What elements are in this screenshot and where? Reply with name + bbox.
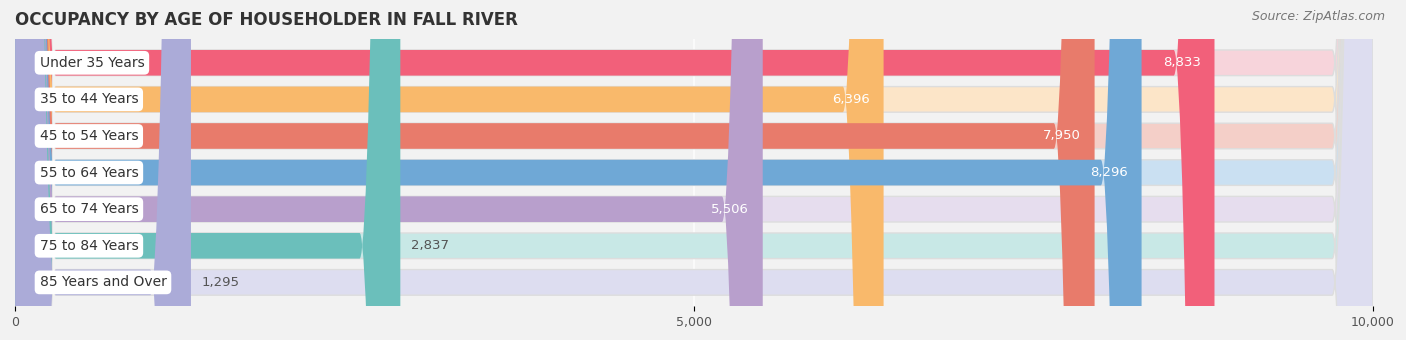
FancyBboxPatch shape [15, 0, 1372, 340]
Text: 8,833: 8,833 [1163, 56, 1201, 69]
FancyBboxPatch shape [15, 0, 401, 340]
FancyBboxPatch shape [15, 0, 1372, 340]
Text: 6,396: 6,396 [832, 93, 870, 106]
Text: 55 to 64 Years: 55 to 64 Years [39, 166, 138, 180]
Text: Source: ZipAtlas.com: Source: ZipAtlas.com [1251, 10, 1385, 23]
Text: 45 to 54 Years: 45 to 54 Years [39, 129, 138, 143]
FancyBboxPatch shape [15, 0, 762, 340]
Text: 1,295: 1,295 [202, 276, 240, 289]
FancyBboxPatch shape [15, 0, 1095, 340]
FancyBboxPatch shape [15, 0, 883, 340]
FancyBboxPatch shape [15, 0, 1372, 340]
Text: Under 35 Years: Under 35 Years [39, 56, 145, 70]
Text: 7,950: 7,950 [1043, 130, 1081, 142]
FancyBboxPatch shape [15, 0, 1215, 340]
FancyBboxPatch shape [15, 0, 191, 340]
FancyBboxPatch shape [15, 0, 1372, 340]
Text: 65 to 74 Years: 65 to 74 Years [39, 202, 138, 216]
FancyBboxPatch shape [15, 0, 1372, 340]
Text: 35 to 44 Years: 35 to 44 Years [39, 92, 138, 106]
Text: 85 Years and Over: 85 Years and Over [39, 275, 166, 289]
FancyBboxPatch shape [15, 0, 1372, 340]
FancyBboxPatch shape [15, 0, 1142, 340]
Text: 8,296: 8,296 [1090, 166, 1128, 179]
Text: 75 to 84 Years: 75 to 84 Years [39, 239, 138, 253]
Text: 2,837: 2,837 [411, 239, 449, 252]
FancyBboxPatch shape [15, 0, 1372, 340]
Text: 5,506: 5,506 [711, 203, 749, 216]
Text: OCCUPANCY BY AGE OF HOUSEHOLDER IN FALL RIVER: OCCUPANCY BY AGE OF HOUSEHOLDER IN FALL … [15, 11, 517, 29]
